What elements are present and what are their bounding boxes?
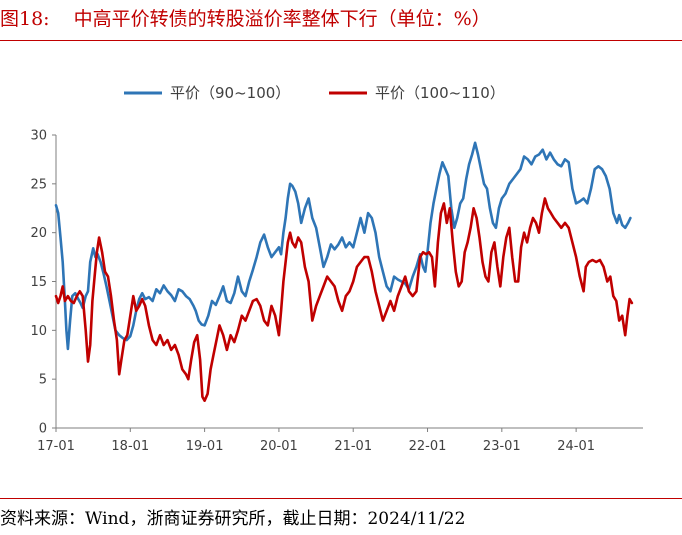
legend-label-1: 平价（90~100） [170,84,290,102]
line-chart: 平价（90~100） 平价（100~110） 0 5 10 15 20 25 30 17-01 1… [30,84,643,454]
x-tick-label: 20-01 [260,439,298,454]
x-tick-label: 23-01 [483,439,521,454]
x-tick-label: 22-01 [409,439,447,454]
x-tick-label: 19-01 [186,439,224,454]
x-tick-label: 18-01 [111,439,149,454]
y-tick-label: 30 [30,129,47,144]
figure-label: 图18: [0,8,50,30]
x-tick-label: 21-01 [334,439,372,454]
x-tick-label: 24-01 [557,439,595,454]
title-divider [0,40,682,41]
chart-series [54,141,634,402]
y-tick-label: 25 [30,177,47,192]
footer-divider [0,498,682,499]
chart-legend: 平价（90~100） 平价（100~110） [124,84,505,102]
y-tick-label: 10 [30,324,47,339]
x-tick-label: 17-01 [37,439,75,454]
figure-title: 图18: 中高平价转债的转股溢价率整体下行（单位：%） [0,4,682,34]
series-line-2 [54,197,634,402]
series-line-1 [54,141,632,351]
y-tick-label: 20 [30,226,47,241]
figure-title-text: 中高平价转债的转股溢价率整体下行（单位：%） [73,8,491,30]
chart-axes: 0 5 10 15 20 25 30 17-01 18-01 19-01 20-01 21-01 22-… [30,129,643,454]
legend-label-2: 平价（100~110） [375,84,505,102]
y-tick-label: 15 [30,275,47,290]
y-tick-label: 0 [39,422,47,437]
source-note: 资料来源：Wind，浙商证券研究所，截止日期：2024/11/22 [0,509,466,529]
y-tick-label: 5 [39,373,47,388]
